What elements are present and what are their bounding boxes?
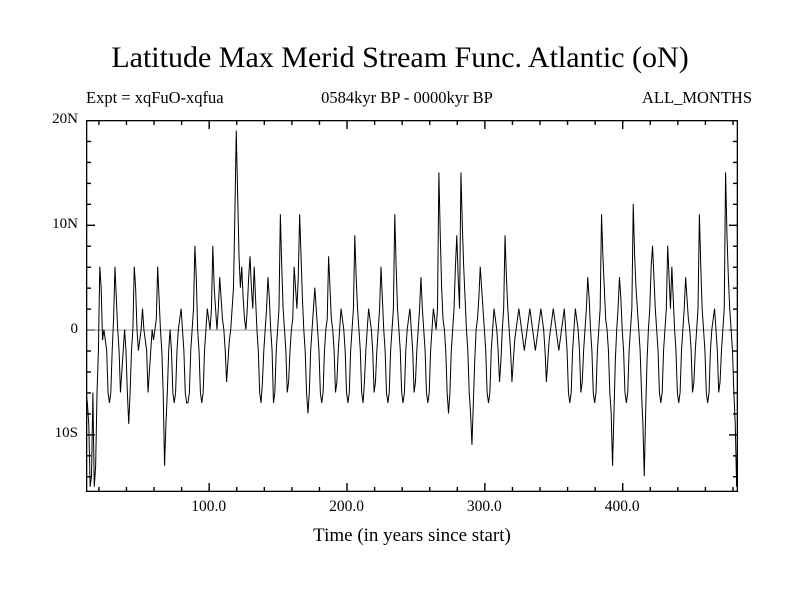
x-axis-tick-labels: 100.0 200.0 300.0 400.0 [0, 499, 800, 523]
x-tick-label: 100.0 [191, 498, 227, 515]
timeseries-plot [86, 120, 738, 492]
y-axis-tick-labels: 20N 10N 0 10S [16, 0, 78, 600]
y-tick-label: 20N [52, 111, 78, 127]
x-tick-label: 400.0 [604, 498, 640, 515]
months-label: ALL_MONTHS [642, 88, 752, 107]
y-tick-label: 0 [70, 320, 79, 337]
plot-area [86, 120, 738, 492]
x-axis-title: Time (in years since start) [313, 525, 511, 546]
time-range-label: 0584kyr BP - 0000kyr BP [321, 88, 493, 107]
x-tick-label: 300.0 [466, 498, 502, 515]
page-title: Latitude Max Merid Stream Func. Atlantic… [111, 41, 689, 74]
experiment-label: Expt = xqFuO-xqfua [86, 88, 224, 107]
x-tick-label: 200.0 [329, 498, 364, 515]
data-series-line [86, 130, 738, 487]
y-tick-label: 10S [54, 425, 78, 442]
plot-background [86, 120, 738, 492]
y-tick-label: 10N [52, 215, 78, 232]
plot-frame [86, 120, 738, 492]
